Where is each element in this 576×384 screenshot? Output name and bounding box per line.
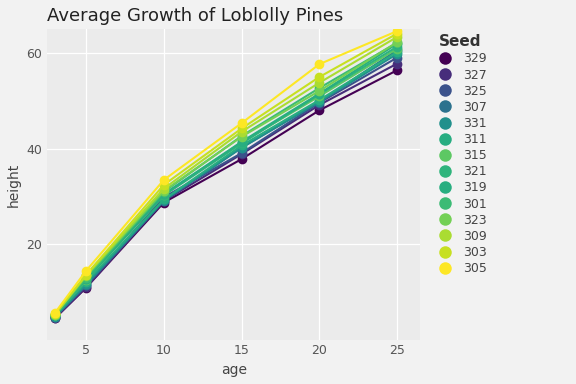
Legend: 329, 327, 325, 307, 331, 311, 315, 321, 319, 301, 323, 309, 303, 305: 329, 327, 325, 307, 331, 311, 315, 321, … (428, 29, 492, 280)
Text: Average Growth of Loblolly Pines: Average Growth of Loblolly Pines (47, 7, 343, 25)
Y-axis label: height: height (7, 162, 21, 207)
X-axis label: age: age (221, 363, 247, 377)
